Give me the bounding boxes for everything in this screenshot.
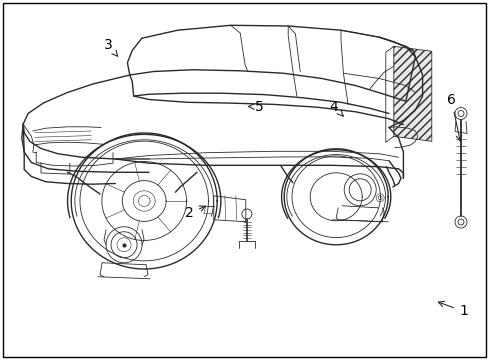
Text: 1: 1 — [437, 301, 467, 318]
Text: 6: 6 — [446, 93, 461, 141]
Text: 2: 2 — [185, 206, 205, 220]
Polygon shape — [393, 46, 431, 141]
Text: 5: 5 — [248, 99, 263, 113]
Text: 4: 4 — [329, 99, 343, 116]
Text: 3: 3 — [103, 38, 118, 56]
